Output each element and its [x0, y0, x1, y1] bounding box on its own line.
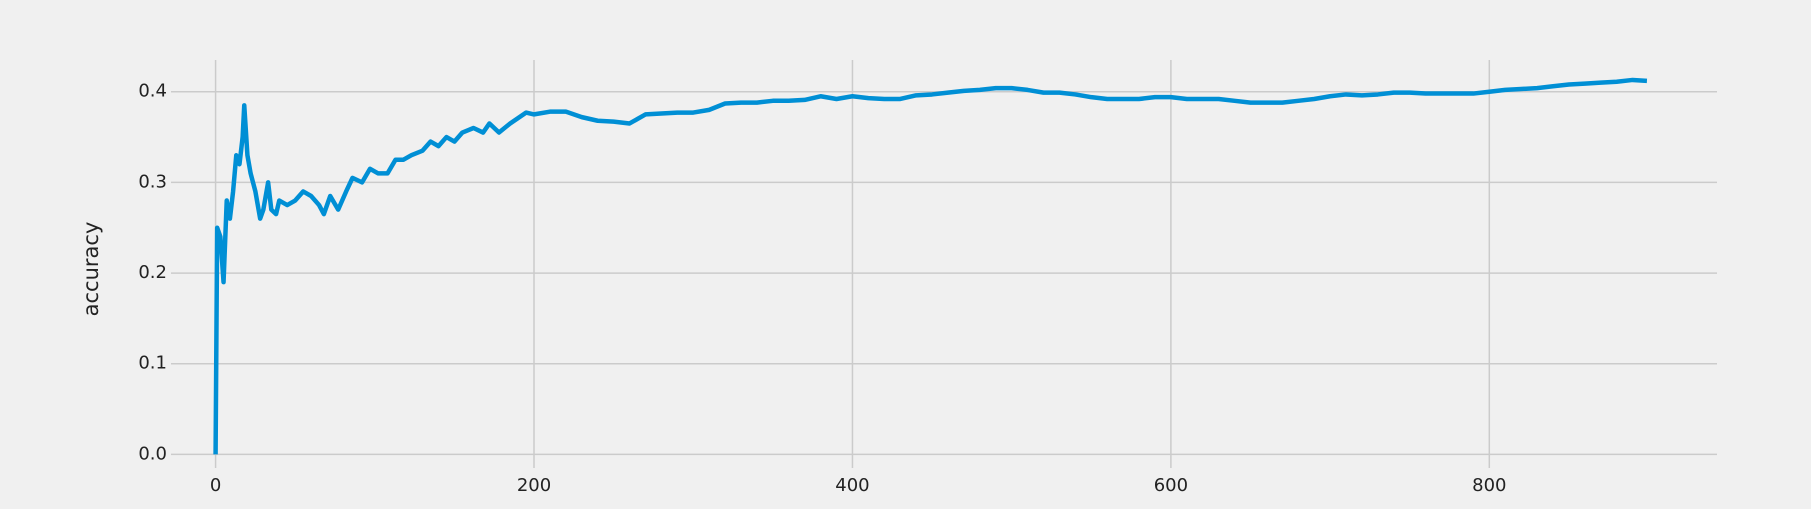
- data-line: [213, 77, 1648, 455]
- y-axis-label: accuracy: [79, 222, 103, 317]
- y-tick-label: 0.0: [138, 443, 167, 464]
- x-tick-label: 400: [835, 475, 869, 496]
- y-tick-label: 0.1: [138, 353, 167, 374]
- y-tick-label: 0.4: [138, 81, 167, 102]
- x-tick-label: 0: [210, 475, 221, 496]
- y-tick-label: 0.2: [138, 262, 167, 283]
- x-tick-label: 600: [1154, 475, 1188, 496]
- x-tick-label: 200: [517, 475, 551, 496]
- y-tick-label: 0.3: [138, 171, 167, 192]
- x-tick-label: 800: [1472, 475, 1506, 496]
